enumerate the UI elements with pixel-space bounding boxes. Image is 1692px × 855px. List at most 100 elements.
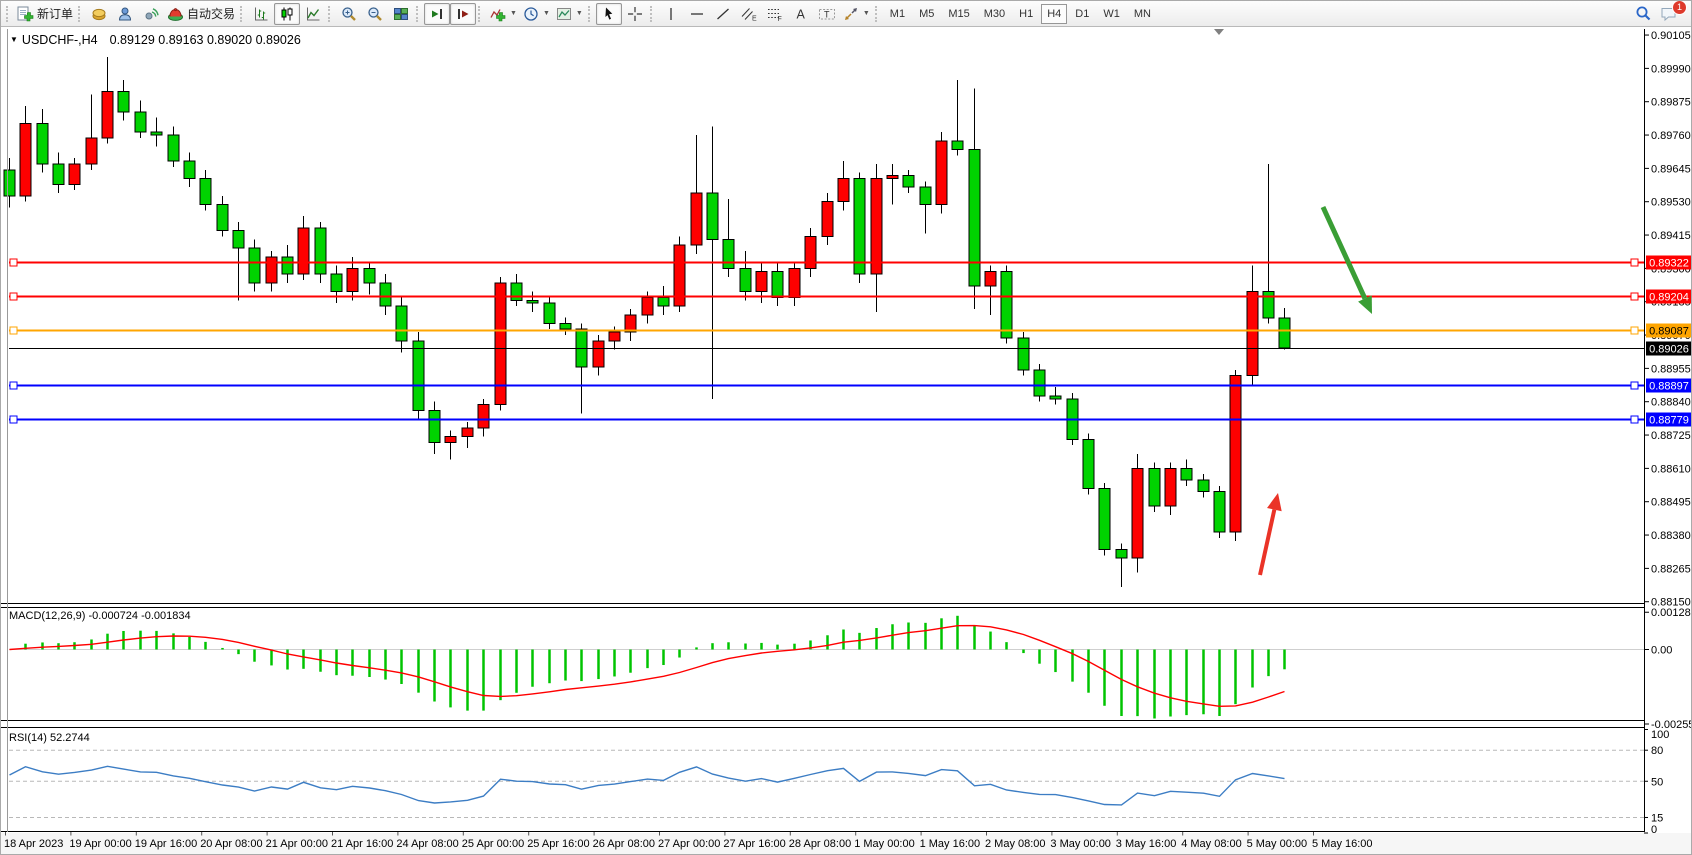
red-up-arrow[interactable] [1258, 493, 1282, 576]
timeframe-M1[interactable]: M1 [889, 7, 906, 20]
toolbar-grip[interactable] [874, 5, 879, 22]
signals-button[interactable] [138, 3, 164, 25]
toolbar-grip[interactable] [649, 5, 654, 22]
time-tick-label: 24 Apr 08:00 [396, 838, 458, 850]
bar-chart-button[interactable] [248, 3, 274, 25]
autotrading-icon [168, 7, 184, 21]
price-line-0.89087[interactable]: 0.89087 [9, 323, 1692, 338]
line-handle[interactable] [1630, 292, 1639, 301]
chart-title: ▼ USDCHF-,H4 0.89129 0.89163 0.89020 0.890… [10, 33, 301, 47]
candle-body [477, 404, 490, 429]
candle-body [1148, 467, 1161, 507]
text-label-button[interactable]: T [814, 3, 840, 25]
trendline-button[interactable] [710, 3, 736, 25]
current-price-line-0.89026[interactable]: 0.89026 [9, 341, 1692, 356]
vertical-line-icon [670, 7, 672, 20]
candle-body [444, 435, 457, 443]
candle-body [117, 91, 130, 113]
candle-body [624, 314, 637, 333]
line-handle[interactable] [1630, 326, 1639, 335]
templates-dropdown-icon: ▼ [575, 10, 583, 17]
line-handle[interactable] [9, 258, 18, 267]
auto-scroll-button[interactable] [424, 2, 451, 25]
line-handle[interactable] [9, 381, 18, 390]
line-handle[interactable] [1630, 258, 1639, 267]
market-watch-button[interactable] [86, 3, 112, 25]
chart-shift-button[interactable] [450, 2, 477, 25]
periods-button[interactable]: ▼ [520, 3, 553, 25]
price-line-0.88779[interactable]: 0.88779 [9, 412, 1692, 427]
price-badge [1646, 255, 1691, 270]
timeframe-M15[interactable]: M15 [948, 7, 970, 20]
candle-body [52, 163, 65, 185]
autotrading-button[interactable]: 自动交易 [164, 3, 238, 25]
candle-body [543, 302, 556, 324]
text-icon: A [796, 7, 805, 21]
price-line-0.89204[interactable]: 0.89204 [9, 289, 1692, 304]
macd-signal-line [9, 624, 1285, 708]
new-order-button[interactable]: 新订单 [14, 3, 76, 25]
crosshair-button[interactable] [622, 3, 648, 25]
line-handle[interactable] [9, 326, 18, 335]
zoom-out-button[interactable] [362, 3, 388, 25]
candle-body [788, 267, 801, 298]
toolbar-grip[interactable] [587, 5, 592, 22]
bar-chart-icon [255, 7, 268, 20]
fibonacci-icon: F [768, 8, 782, 22]
text-button[interactable]: A [788, 3, 814, 25]
fibonacci-button[interactable]: F [762, 3, 788, 25]
price-line-0.88897[interactable]: 0.88897 [9, 378, 1692, 393]
price-line-0.89322[interactable]: 0.89322 [9, 255, 1692, 270]
search-icon [1636, 6, 1650, 21]
symbol-dropdown-icon[interactable]: ▼ [10, 35, 18, 44]
chat-button[interactable]: 1 [1656, 1, 1687, 25]
svg-text:F: F [778, 16, 782, 22]
timeframe-M30[interactable]: M30 [983, 7, 1006, 20]
cursor-button[interactable] [595, 2, 622, 25]
svg-text:T: T [824, 9, 830, 19]
timeframe-MN[interactable]: MN [1133, 7, 1151, 20]
timeframe-H1[interactable]: H1 [1019, 7, 1034, 20]
candlestick-chart-button[interactable] [274, 2, 301, 25]
timeframe-W1[interactable]: W1 [1103, 7, 1120, 20]
toolbar-grip[interactable] [240, 5, 244, 22]
timeframe-D1[interactable]: D1 [1075, 7, 1090, 20]
equidistant-channel-button[interactable]: E [736, 3, 762, 25]
toolbar-grip[interactable] [78, 5, 82, 22]
line-chart-button[interactable] [300, 3, 326, 25]
indicators-button[interactable]: ▼ [486, 3, 520, 25]
toolbar-grip[interactable] [478, 5, 482, 22]
toolbar-grip[interactable] [328, 5, 332, 22]
ohlc-quote: 0.89129 0.89163 0.89020 0.89026 [109, 33, 301, 47]
candle-body [935, 140, 948, 206]
candle-body [690, 192, 703, 246]
rsi-name: RSI(14) [9, 732, 47, 744]
horizontal-line-icon [690, 12, 703, 15]
candle-body [428, 409, 441, 443]
vertical-line-button[interactable] [658, 3, 684, 25]
line-handle[interactable] [1630, 415, 1639, 424]
time-tick-label: 26 Apr 08:00 [593, 838, 655, 850]
price-badge-label: 0.88779 [1649, 415, 1689, 427]
timeframe-M5[interactable]: M5 [919, 7, 935, 20]
green-down-arrow[interactable] [1320, 205, 1372, 314]
tile-windows-button[interactable] [388, 3, 414, 25]
arrows-button[interactable]: ▼ [840, 3, 873, 25]
line-handle[interactable] [1630, 381, 1639, 390]
chart-shift-marker[interactable] [1214, 29, 1224, 35]
toolbar-grip[interactable] [6, 5, 10, 22]
chart-canvas[interactable]: 0.90105 0.89990 0.89875 0.89760 0.89645 0.895… [1, 27, 1692, 855]
templates-button[interactable]: ▼ [553, 3, 586, 25]
zoom-in-button[interactable] [336, 3, 362, 25]
svg-text:A: A [796, 7, 805, 21]
candle-body [608, 331, 621, 342]
timeframe-H4[interactable]: H4 [1041, 3, 1068, 24]
line-handle[interactable] [9, 292, 18, 301]
line-handle[interactable] [9, 415, 18, 424]
search-button[interactable] [1630, 3, 1656, 25]
price-tick-label: 0.89760 [1651, 130, 1691, 142]
horizontal-line-button[interactable] [684, 3, 710, 25]
toolbar-grip[interactable] [416, 5, 420, 22]
navigator-button[interactable] [112, 3, 138, 25]
candle-body [363, 267, 376, 284]
